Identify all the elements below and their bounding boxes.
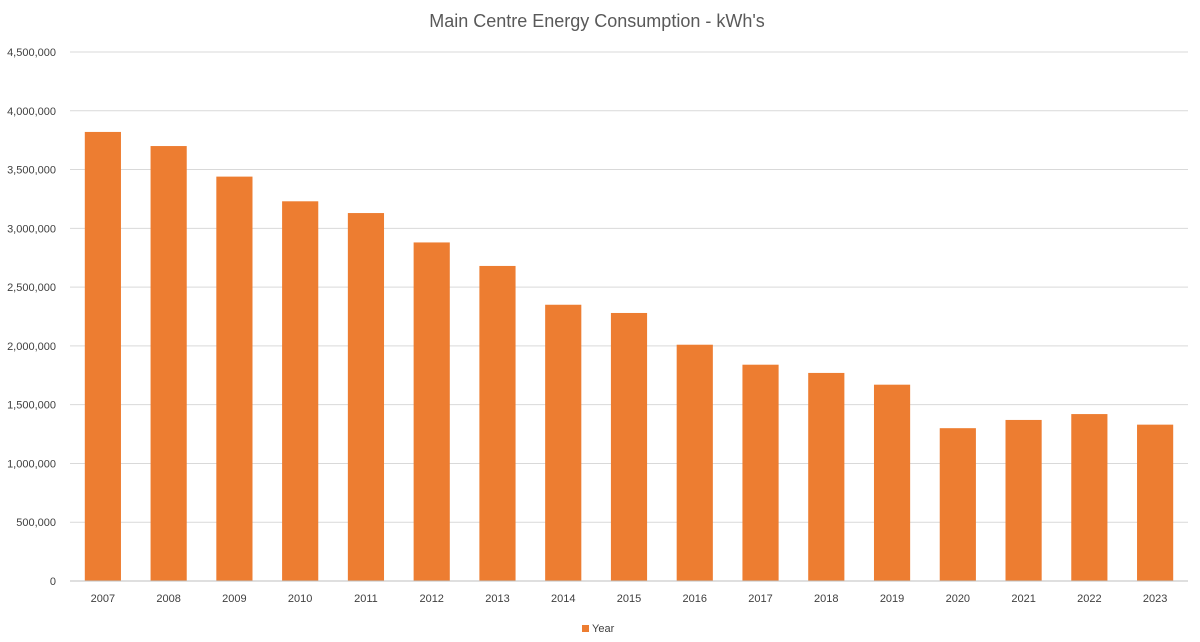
x-tick-label: 2014 [551, 593, 575, 605]
y-tick-label: 3,500,000 [7, 165, 56, 177]
bar-2008 [150, 146, 187, 582]
x-axis-tick-labels: 2007 2008 2009 2010 2011 2012 2013 2014 2015 2016… [91, 593, 1168, 605]
x-tick-label: 2019 [880, 593, 904, 605]
y-tick-label: 0 [50, 576, 56, 588]
bar-2022 [1071, 414, 1108, 581]
bar-2007 [84, 131, 121, 581]
y-axis-tick-labels: 0 500,000 1,000,000 1,500,000 2,000,000 2,500… [7, 47, 56, 588]
bar-2013 [479, 265, 516, 581]
x-tick-label: 2011 [354, 593, 378, 605]
y-tick-label: 3,000,000 [7, 223, 56, 235]
bar-2018 [808, 372, 845, 581]
bar-2015 [610, 312, 648, 581]
bar-2014 [545, 304, 582, 581]
legend: Year [582, 623, 615, 635]
x-tick-label: 2021 [1011, 593, 1035, 605]
bar-2017 [742, 364, 779, 581]
bar-2010 [282, 201, 319, 581]
x-tick-label: 2017 [748, 593, 772, 605]
y-tick-label: 4,500,000 [7, 47, 56, 59]
legend-swatch [582, 625, 589, 632]
gridlines [70, 51, 1188, 523]
bar-2016 [676, 344, 713, 581]
x-tick-label: 2007 [91, 593, 115, 605]
bar-2011 [347, 213, 385, 581]
bar-2012 [413, 242, 450, 581]
x-tick-label: 2008 [156, 593, 180, 605]
bar-2009 [216, 176, 253, 581]
x-tick-label: 2009 [222, 593, 246, 605]
bar-2020 [939, 428, 976, 581]
x-tick-label: 2022 [1077, 593, 1101, 605]
x-tick-label: 2010 [288, 593, 312, 605]
y-tick-label: 1,000,000 [7, 458, 56, 470]
x-tick-label: 2016 [683, 593, 707, 605]
y-tick-label: 4,000,000 [7, 106, 56, 118]
bars [84, 131, 1174, 582]
y-tick-label: 2,500,000 [7, 282, 56, 294]
y-tick-label: 2,000,000 [7, 341, 56, 353]
y-tick-label: 500,000 [16, 517, 56, 529]
x-tick-label: 2012 [419, 593, 443, 605]
x-tick-label: 2015 [617, 593, 641, 605]
x-tick-label: 2013 [485, 593, 509, 605]
bar-2021 [1005, 419, 1042, 581]
x-tick-label: 2018 [814, 593, 838, 605]
y-tick-label: 1,500,000 [7, 400, 56, 412]
chart-title: Main Centre Energy Consumption - kWh's [429, 11, 765, 31]
legend-label: Year [592, 623, 615, 635]
bar-2019 [873, 384, 911, 581]
x-tick-label: 2020 [946, 593, 970, 605]
bar-2023 [1137, 424, 1174, 581]
x-tick-label: 2023 [1143, 593, 1167, 605]
